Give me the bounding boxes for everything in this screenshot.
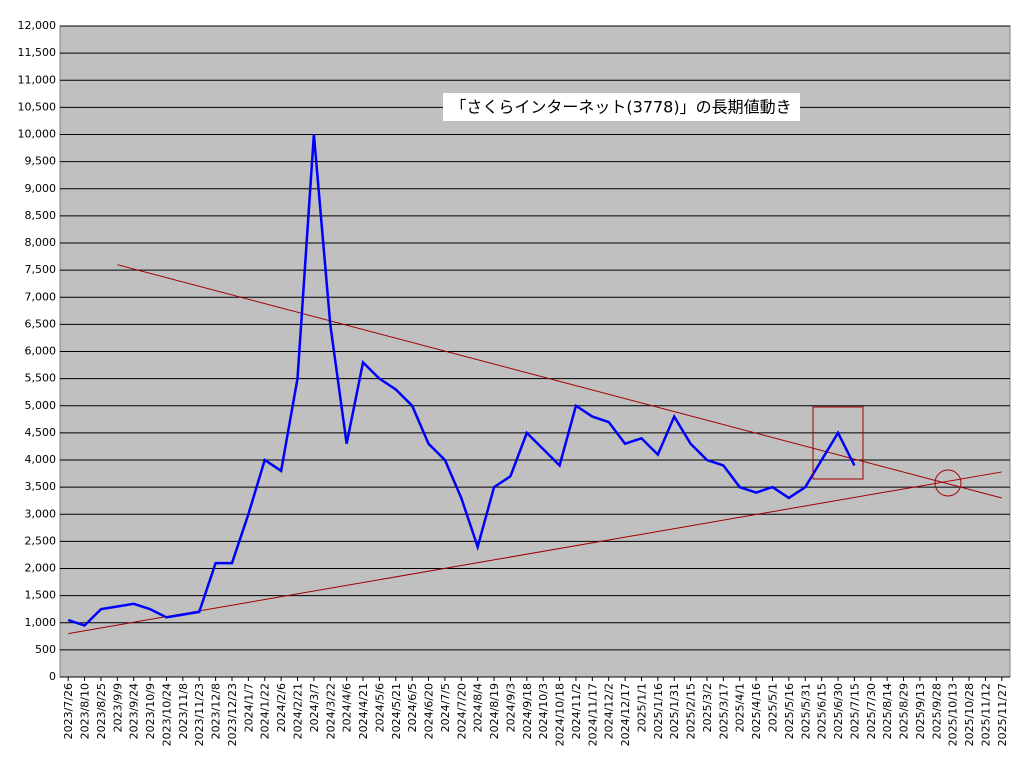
- intersection-circle: [934, 469, 962, 497]
- x-tick-label: 2024/4/6: [341, 683, 354, 732]
- y-tick-label: 500: [35, 643, 56, 656]
- x-tick-label: 2024/11/17: [586, 683, 599, 746]
- y-tick-label: 1,000: [25, 616, 57, 629]
- x-tick-label: 2025/9/13: [914, 683, 927, 739]
- x-tick-label: 2025/5/16: [783, 683, 796, 739]
- price-line: [67, 134, 856, 627]
- x-tick-label: 2025/9/28: [930, 683, 943, 739]
- y-tick-label: 3,000: [25, 507, 57, 520]
- y-tick-label: 11,000: [18, 73, 57, 86]
- x-tick-label: 2023/10/9: [144, 683, 157, 739]
- y-tick-label: 10,500: [18, 100, 57, 113]
- x-tick-label: 2024/9/3: [504, 683, 517, 732]
- x-tick-label: 2025/7/15: [848, 683, 861, 739]
- x-tick-label: 2023/8/10: [79, 683, 92, 739]
- x-tick-label: 2025/6/15: [816, 683, 829, 739]
- x-tick-label: 2024/8/4: [472, 683, 485, 732]
- y-tick-label: 6,000: [25, 345, 57, 358]
- y-tick-label: 4,500: [25, 426, 57, 439]
- title-box: [443, 93, 800, 121]
- x-tick-label: 2024/8/19: [488, 683, 501, 739]
- y-tick-label: 9,000: [25, 182, 57, 195]
- x-tick-label: 2025/5/31: [799, 683, 812, 739]
- x-tick-label: 2024/6/20: [423, 683, 436, 739]
- x-tick-label: 2024/5/21: [390, 683, 403, 739]
- x-tick-label: 2023/9/24: [128, 683, 141, 739]
- x-tick-label: 2024/2/21: [292, 683, 305, 739]
- y-tick-label: 8,000: [25, 236, 57, 249]
- x-tick-label: 2023/8/25: [95, 683, 108, 739]
- x-tick-label: 2025/7/30: [865, 683, 878, 739]
- x-tick-label: 2024/7/5: [439, 683, 452, 732]
- x-tick-label: 2025/6/30: [832, 683, 845, 739]
- x-tick-label: 2025/1/16: [652, 683, 665, 739]
- x-tick-label: 2023/12/23: [226, 683, 239, 746]
- x-tick-label: 2023/9/9: [111, 683, 124, 732]
- x-tick-label: 2025/4/16: [750, 683, 763, 739]
- y-tick-label: 10,000: [18, 128, 57, 141]
- x-tick-label: 2025/11/27: [996, 683, 1009, 746]
- x-tick-label: 2024/7/20: [455, 683, 468, 739]
- x-tick-label: 2023/7/26: [62, 683, 75, 739]
- x-tick-label: 2025/3/17: [717, 683, 730, 739]
- x-tick-label: 2025/4/1: [734, 683, 747, 732]
- x-tick-label: 2024/6/5: [406, 683, 419, 732]
- x-tick-label: 2025/1/31: [668, 683, 681, 739]
- y-tick-label: 4,000: [25, 453, 57, 466]
- chart-title: 「さくらインターネット(3778)」の長期値動き: [450, 98, 791, 117]
- x-tick-label: 2024/1/22: [259, 683, 272, 739]
- y-tick-label: 12,000: [18, 19, 57, 32]
- x-tick-label: 2025/1/1: [635, 683, 648, 732]
- x-tick-label: 2024/11/2: [570, 683, 583, 739]
- y-tick-label: 8,500: [25, 209, 57, 222]
- highlight-box: [812, 406, 864, 480]
- x-tick-label: 2025/5/1: [767, 683, 780, 732]
- x-tick-label: 2024/2/6: [275, 683, 288, 732]
- x-tick-label: 2024/1/7: [242, 683, 255, 732]
- y-tick-label: 0: [49, 670, 56, 683]
- trendline: [117, 264, 1002, 499]
- x-tick-label: 2025/8/29: [898, 683, 911, 739]
- x-tick-label: 2025/10/28: [963, 683, 976, 746]
- y-tick-label: 3,500: [25, 480, 57, 493]
- y-tick-label: 6,500: [25, 317, 57, 330]
- y-tick-label: 11,500: [18, 46, 57, 59]
- x-tick-label: 2024/3/22: [324, 683, 337, 739]
- x-tick-label: 2024/12/17: [619, 683, 632, 746]
- x-tick-label: 2024/4/21: [357, 683, 370, 739]
- y-tick-label: 7,500: [25, 263, 57, 276]
- x-tick-label: 2024/12/2: [603, 683, 616, 739]
- x-tick-label: 2024/9/18: [521, 683, 534, 739]
- y-tick-label: 1,500: [25, 589, 57, 602]
- y-tick-label: 5,000: [25, 399, 57, 412]
- y-tick-label: 5,500: [25, 372, 57, 385]
- y-tick-label: 9,500: [25, 155, 57, 168]
- x-tick-label: 2023/11/8: [177, 683, 190, 739]
- x-tick-label: 2025/3/2: [701, 683, 714, 732]
- x-tick-label: 2025/10/13: [947, 683, 960, 746]
- x-tick-label: 2024/10/3: [537, 683, 550, 739]
- trendline: [68, 471, 1002, 635]
- x-tick-label: 2025/2/15: [685, 683, 698, 739]
- x-tick-label: 2023/12/8: [210, 683, 223, 739]
- x-tick-label: 2024/10/18: [554, 683, 567, 746]
- x-tick-label: 2023/10/24: [160, 683, 173, 746]
- x-tick-label: 2025/11/12: [979, 683, 992, 746]
- x-tick-label: 2024/3/7: [308, 683, 321, 732]
- y-tick-label: 2,500: [25, 534, 57, 547]
- y-tick-label: 2,000: [25, 562, 57, 575]
- y-tick-label: 7,000: [25, 290, 57, 303]
- x-tick-label: 2025/8/14: [881, 683, 894, 739]
- x-tick-label: 2023/11/23: [193, 683, 206, 746]
- x-tick-label: 2024/5/6: [373, 683, 386, 732]
